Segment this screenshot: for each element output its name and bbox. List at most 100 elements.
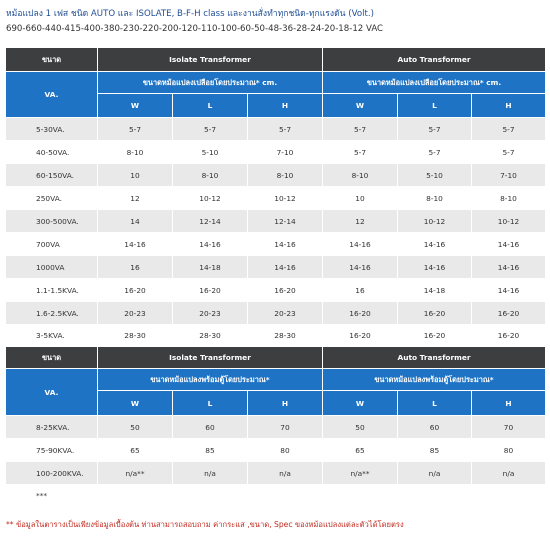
va-cell: 250VA. — [5, 186, 98, 210]
isolate-l-cell: 10-12 — [172, 186, 248, 210]
auto-l-cell: 10-12 — [397, 209, 472, 233]
isolate-l-header: L — [172, 93, 248, 118]
auto-w-cell: n/a** — [322, 461, 398, 485]
isolate-l-header: L — [172, 390, 248, 416]
auto-h-cell: 8-10 — [470, 186, 547, 210]
auto-h-cell: 7-10 — [470, 163, 547, 187]
auto-cabinet-size-subheader: ขนาดหม้อแปลงพร้อมตู้โดยประมาณ* — [321, 368, 547, 391]
header-voltages: 690-660-440-415-400-380-230-220-200-120-… — [6, 24, 384, 34]
va-cell: 60-150VA. — [5, 163, 98, 187]
va-cell: 100-200KVA. — [5, 461, 98, 485]
table-row: 40-50VA. 8-10 5-10 7-10 5-7 5-7 5-7 — [5, 140, 547, 164]
isolate-l-cell: n/a — [172, 461, 248, 485]
auto-h-cell: 5-7 — [470, 117, 547, 141]
size-header: ขนาด — [5, 47, 98, 72]
auto-h-cell: 14-16 — [470, 232, 547, 256]
auto-l-cell: 14-18 — [397, 278, 472, 302]
isolate-h-cell: 7-10 — [247, 140, 323, 164]
auto-h-cell: 80 — [470, 438, 547, 462]
va-cell: 1.6-2.5KVA. — [5, 301, 98, 325]
isolate-w-cell: 14-16 — [97, 232, 173, 256]
isolate-h-cell: 20-23 — [247, 301, 323, 325]
table-row: 700VA 14-16 14-16 14-16 14-16 14-16 14-16 — [5, 232, 547, 256]
auto-w-cell: 65 — [322, 438, 398, 462]
isolate-h-header: H — [247, 93, 323, 118]
isolate-l-cell: 5-10 — [172, 140, 248, 164]
auto-h-cell: 14-16 — [470, 255, 547, 279]
isolate-l-cell: 8-10 — [172, 163, 248, 187]
auto-l-header: L — [397, 93, 472, 118]
auto-l-header: L — [397, 390, 472, 416]
table-row: 1.1-1.5KVA. 16-20 16-20 16-20 16 14-18 14-16 — [5, 278, 547, 302]
size-header: ขนาด — [5, 346, 98, 369]
footnote: ** ข้อมูลในตารางเป็นเพียงข้อมูลเบื้องต้น… — [6, 520, 404, 529]
isolate-h-cell: n/a — [247, 461, 323, 485]
auto-w-cell: 16-20 — [322, 301, 398, 325]
auto-l-cell — [397, 484, 472, 507]
table-row: 3-5KVA. 28-30 28-30 28-30 16-20 16-20 16-20 — [5, 324, 547, 347]
auto-w-cell — [322, 484, 398, 507]
table-row: 1.6-2.5KVA. 20-23 20-23 20-23 16-20 16-20 16-2… — [5, 301, 547, 325]
table-row: 300-500VA. 14 12-14 12-14 12 10-12 10-12 — [5, 209, 547, 233]
auto-h-cell: 70 — [470, 415, 547, 439]
isolate-h-cell: 14-16 — [247, 232, 323, 256]
auto-w-cell: 16-20 — [322, 324, 398, 347]
isolate-l-cell — [172, 484, 248, 507]
isolate-w-cell: n/a** — [97, 461, 173, 485]
auto-h-header: H — [470, 390, 547, 416]
isolate-w-cell: 20-23 — [97, 301, 173, 325]
auto-h-cell: n/a — [470, 461, 547, 485]
isolate-l-cell: 85 — [172, 438, 248, 462]
table-row: 100-200KVA. n/a** n/a n/a n/a** n/a n/a — [5, 461, 547, 485]
table-row: 60-150VA. 10 8-10 8-10 8-10 5-10 7-10 — [5, 163, 547, 187]
auto-w-cell: 14-16 — [322, 255, 398, 279]
isolate-w-cell: 65 — [97, 438, 173, 462]
table-row: *** — [5, 484, 547, 507]
isolate-h-cell: 80 — [247, 438, 323, 462]
isolate-l-cell: 28-30 — [172, 324, 248, 347]
isolate-w-cell: 12 — [97, 186, 173, 210]
auto-bare-size-subheader: ขนาดหม้อแปลงเปลือยโดยประมาณ* cm. — [321, 71, 547, 94]
auto-w-cell: 5-7 — [322, 117, 398, 141]
auto-w-cell: 10 — [322, 186, 398, 210]
auto-h-cell: 5-7 — [470, 140, 547, 164]
auto-w-cell: 12 — [322, 209, 398, 233]
isolate-transformer-header: Isolate Transformer — [97, 346, 323, 369]
va-cell: 40-50VA. — [5, 140, 98, 164]
va-cell: 1000VA — [5, 255, 98, 279]
auto-l-cell: 60 — [397, 415, 472, 439]
isolate-h-cell — [247, 484, 323, 507]
va-header: VA. — [5, 368, 98, 416]
isolate-transformer-header: Isolate Transformer — [97, 47, 323, 72]
table-row: 75-90KVA. 65 85 80 65 85 80 — [5, 438, 547, 462]
auto-w-cell: 5-7 — [322, 140, 398, 164]
auto-l-cell: 5-7 — [397, 117, 472, 141]
auto-h-cell — [470, 484, 547, 507]
auto-w-cell: 50 — [322, 415, 398, 439]
auto-l-cell: 85 — [397, 438, 472, 462]
isolate-w-cell: 16-20 — [97, 278, 173, 302]
auto-l-cell: 14-16 — [397, 232, 472, 256]
isolate-l-cell: 60 — [172, 415, 248, 439]
auto-w-cell: 14-16 — [322, 232, 398, 256]
isolate-l-cell: 12-14 — [172, 209, 248, 233]
auto-w-cell: 16 — [322, 278, 398, 302]
va-cell: 75-90KVA. — [5, 438, 98, 462]
auto-w-header: W — [322, 93, 398, 118]
auto-h-cell: 10-12 — [470, 209, 547, 233]
isolate-h-cell: 70 — [247, 415, 323, 439]
va-header: VA. — [5, 71, 98, 118]
auto-w-header: W — [322, 390, 398, 416]
table-row: 5-30VA. 5-7 5-7 5-7 5-7 5-7 5-7 — [5, 117, 547, 141]
auto-transformer-header: Auto Transformer — [321, 346, 547, 369]
isolate-w-cell: 8-10 — [97, 140, 173, 164]
isolate-w-cell: 10 — [97, 163, 173, 187]
auto-l-cell: 5-7 — [397, 140, 472, 164]
isolate-h-cell: 8-10 — [247, 163, 323, 187]
auto-l-cell: 14-16 — [397, 255, 472, 279]
auto-l-cell: 16-20 — [397, 324, 472, 347]
isolate-h-cell: 12-14 — [247, 209, 323, 233]
va-cell: 1.1-1.5KVA. — [5, 278, 98, 302]
auto-w-cell: 8-10 — [322, 163, 398, 187]
auto-l-cell: 16-20 — [397, 301, 472, 325]
